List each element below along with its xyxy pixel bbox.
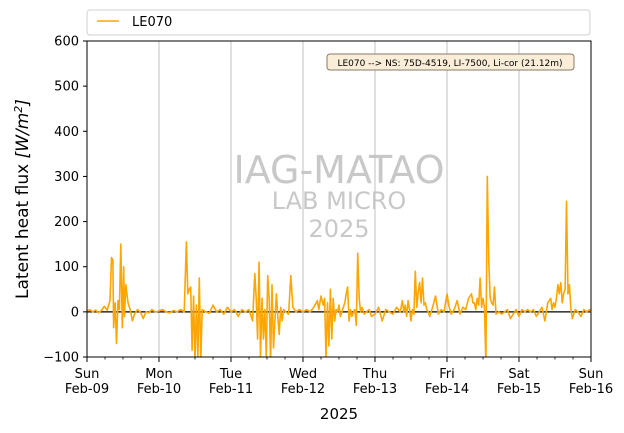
y-tick-label: 400 [54,125,79,140]
annotation: LE070 --> NS: 75D-4519, LI-7500, Li-cor … [326,53,575,71]
y-axis-title-unit: [W/m [13,113,33,159]
watermark-line-3: 2025 [308,215,369,243]
y-tick-label: 600 [54,35,79,50]
y-axis: −100 0 100 200 300 400 500 600 [43,35,87,366]
annotation-text: LE070 --> NS: 75D-4519, LI-7500, Li-cor … [337,59,562,69]
y-axis-title-main: Latent heat flux [13,158,33,299]
x-tick-day: Sat [508,367,529,382]
y-tick-label: 500 [54,80,79,95]
y-tick-label: 100 [54,260,79,275]
y-tick-label: 300 [54,170,79,185]
series-line-le070 [87,175,591,357]
x-tick-date: Feb-11 [209,382,253,397]
legend-label: LE070 [132,15,172,30]
y-tick-label: 0 [71,305,79,320]
x-tick-day: Fri [439,367,455,382]
y-axis-title-exponent: 2 [12,106,25,113]
x-tick-day: Sun [75,367,100,382]
x-axis: SunFeb-09MonFeb-10TueFeb-11WedFeb-12ThuF… [65,357,613,397]
watermark-line-1: IAG-MATAO [233,148,444,192]
x-tick-day: Thu [362,367,387,382]
x-tick-date: Feb-14 [425,382,469,397]
legend: LE070 [86,9,591,36]
x-tick-day: Tue [219,367,242,382]
x-axis-title: 2025 [320,405,358,423]
series-group [87,175,591,357]
vertical-grid [158,41,520,357]
x-tick-date: Feb-15 [497,382,541,397]
x-tick-day: Sun [579,367,604,382]
x-tick-day: Mon [145,367,172,382]
x-tick-date: Feb-10 [137,382,181,397]
y-axis-title: Latent heat flux [W/m2] [12,99,34,299]
x-tick-date: Feb-16 [569,382,613,397]
x-tick-date: Feb-13 [353,382,397,397]
y-tick-label: 200 [54,215,79,230]
x-tick-date: Feb-09 [65,382,109,397]
x-tick-day: Wed [289,367,317,382]
y-axis-title-close: ] [13,99,33,107]
legend-box [86,9,591,36]
x-tick-date: Feb-12 [281,382,325,397]
watermark-line-2: LAB MICRO [272,187,407,215]
annotation-box [326,53,575,71]
watermark: IAG-MATAO LAB MICRO 2025 [233,148,444,243]
y-tick-label: −100 [43,351,79,366]
